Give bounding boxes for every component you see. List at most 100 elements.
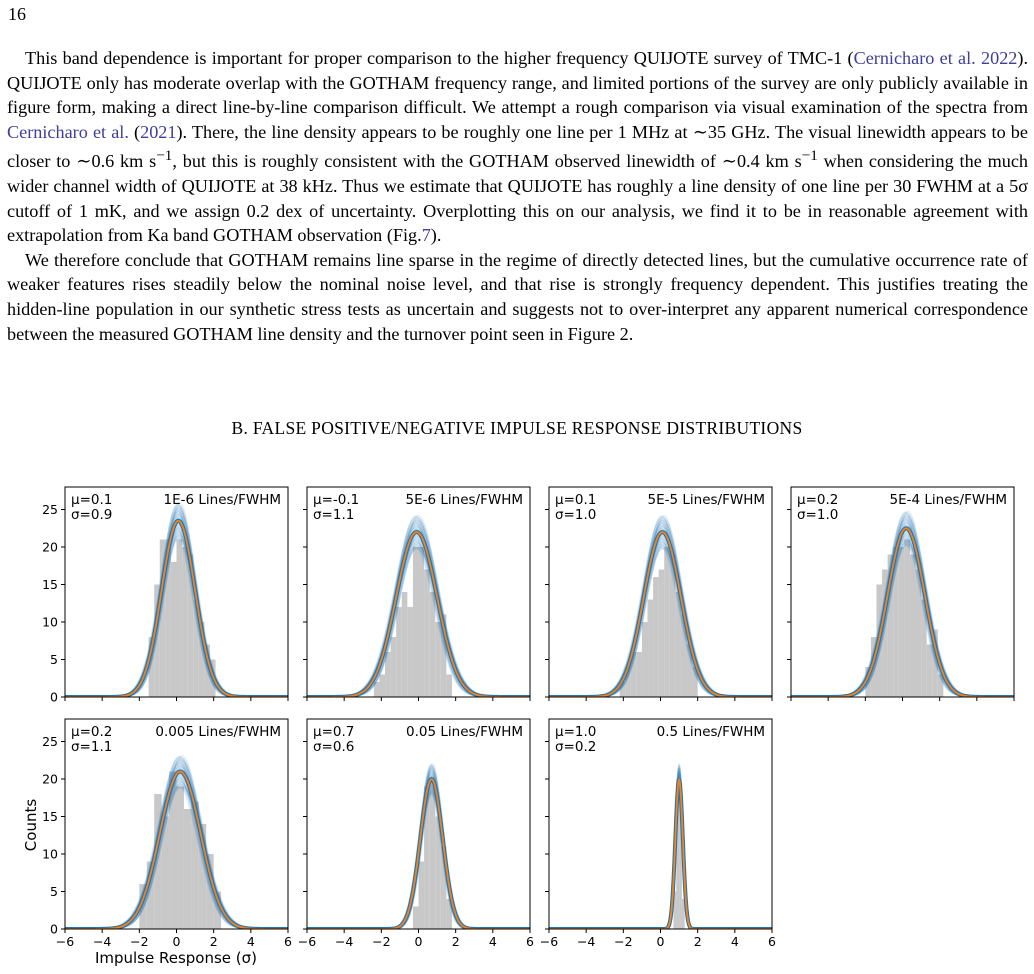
bootstrap-curve [549,770,772,929]
x-tick-label: −4 [577,934,595,949]
histogram-bar [187,554,194,697]
histogram-bar [424,786,430,929]
x-tick-label: 0 [173,934,181,949]
histogram-bar [692,667,698,697]
histogram-bar [418,547,425,697]
histogram-bar [664,547,670,697]
bootstrap-curve [549,768,772,929]
y-tick-label: 25 [42,502,58,517]
bootstrap-curve [307,786,530,929]
x-tick-label: −2 [614,934,632,949]
histogram-panel: μ=0.7σ=0.6 0.05 Lines/FWHM −6 −4 −2 0 2 4 6 [298,718,534,949]
bootstrap-curve [549,787,772,929]
histogram-bar [139,884,147,929]
bootstrap-curve [549,773,772,929]
histogram-bar [198,622,205,697]
bootstrap-curve [549,770,772,929]
histogram-panel: μ=0.2σ=1.0 5E-4 Lines/FWHM [787,486,1015,701]
histogram-bar [165,539,171,697]
histogram-bar [619,682,626,697]
histogram-bar [169,771,177,929]
histogram-bar [658,569,665,697]
bootstrap-curve [549,783,772,929]
paragraph-quijote-comparison: This band dependence is important for pr… [7,48,1029,246]
y-tick-label: 15 [42,577,58,592]
figure-link[interactable]: 7 [421,225,431,246]
histogram-bar [909,554,916,697]
histogram-bar [898,547,905,697]
bootstrap-curve [549,776,772,929]
citation-link[interactable]: Cernicharo et al. [7,121,129,142]
sigma-label: σ=1.1 [71,739,112,755]
mean-fit-curve [307,777,530,929]
histogram-bar [418,861,425,929]
bootstrap-curve [549,765,772,929]
histogram-bar [146,861,155,929]
bootstrap-curve [549,781,772,929]
histogram-bar [865,667,871,697]
bootstrap-curve [549,781,772,929]
mu-label: μ=1.0 [555,724,596,740]
histogram-bar [921,599,927,697]
mu-label: μ=0.1 [555,492,596,508]
bootstrap-core [549,778,772,929]
bootstrap-curve [549,776,772,929]
histogram-bar [193,599,199,697]
histogram-bar [182,547,188,697]
histogram-bar [407,607,413,697]
line-density-label: 0.5 Lines/FWHM [657,724,765,740]
mu-label: μ=0.7 [313,724,354,740]
bootstrap-curve [549,780,772,929]
sigma-label: σ=1.0 [797,507,838,523]
histogram-panel: μ=0.1σ=1.0 5E-5 Lines/FWHM [545,486,773,701]
histogram-panel: μ=-0.1σ=1.1 5E-6 Lines/FWHM [303,486,531,701]
histogram-bar [206,854,214,929]
bootstrap-curve [549,770,772,929]
citation-link[interactable]: 2021 [140,121,177,142]
histogram-bar [435,622,441,697]
histogram-bar [673,891,677,929]
histogram-bar [630,652,637,697]
x-tick-label: 0 [657,934,665,949]
histogram-bar [161,816,170,929]
mu-label: μ=0.2 [797,492,838,508]
bootstrap-curve [549,793,772,929]
histogram-bar [154,584,160,697]
bootstrap-curve [307,788,530,929]
bootstrap-curve [65,535,288,697]
x-tick-label: 6 [526,934,534,949]
body-text: This band dependence is important for pr… [7,46,1028,346]
x-tick-label: 2 [452,934,460,949]
histogram-bar [641,622,648,697]
citation-link[interactable]: Cernicharo et al. 2022 [853,48,1018,68]
bootstrap-curve [549,787,772,929]
bootstrap-curve [549,778,772,929]
y-tick-label: 10 [42,847,58,862]
x-tick-label: −2 [130,934,148,949]
histogram-bar [440,614,447,697]
histogram-bar [183,809,192,929]
mu-label: μ=0.2 [71,724,112,740]
histogram-bar [680,614,687,697]
bootstrap-curve [549,788,772,929]
histogram-bar [636,652,642,697]
line-density-label: 5E-5 Lines/FWHM [648,492,766,508]
bootstrap-curve [549,785,772,929]
histogram-bar [176,786,184,929]
x-tick-label: −6 [540,934,558,949]
histogram-bar [412,547,419,697]
bootstrap-curve [549,767,772,929]
histogram-panel: μ=0.1σ=0.9 1E-6 Lines/FWHM 0 5 10 15 20 25 [42,486,289,705]
mu-label: μ=0.1 [71,492,112,508]
x-tick-label: −4 [335,934,353,949]
bootstrap-curve [549,784,772,929]
bootstrap-curve [549,790,772,929]
bootstrap-curve [549,788,772,929]
bootstrap-curve [549,790,772,929]
bootstrap-curve [549,787,772,929]
bootstrap-curve [549,764,772,929]
y-tick-label: 25 [42,734,58,749]
x-tick-label: 0 [415,934,423,949]
bootstrap-curve [549,782,772,929]
